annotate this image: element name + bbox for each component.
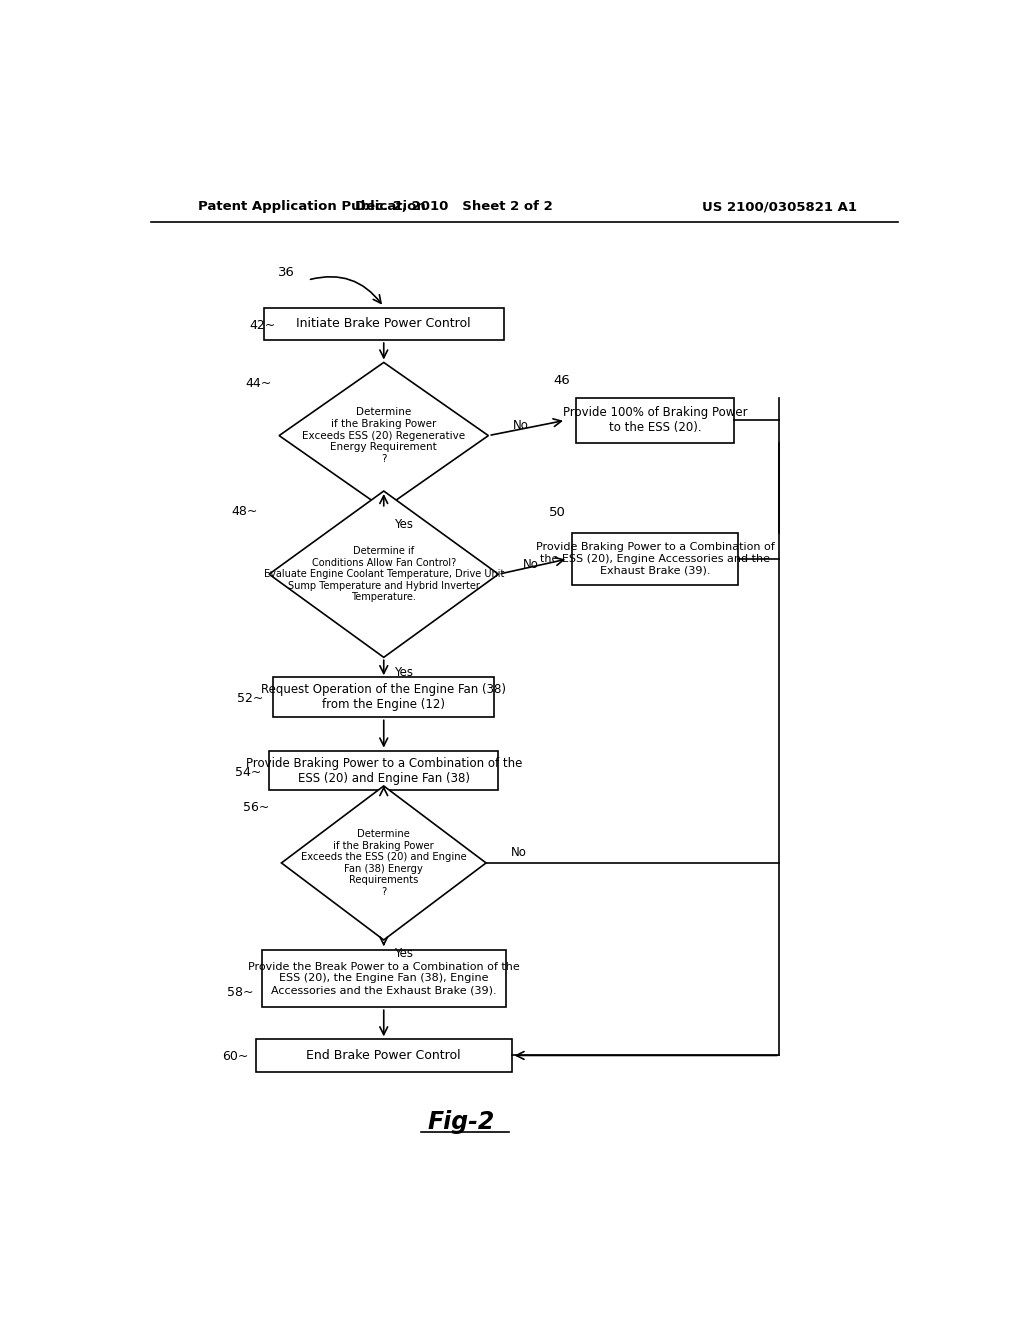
Polygon shape — [282, 785, 486, 940]
Polygon shape — [280, 363, 488, 508]
Text: 56~: 56~ — [244, 801, 270, 814]
Bar — [273, 677, 495, 718]
Text: 54~: 54~ — [234, 766, 261, 779]
Text: 46: 46 — [553, 374, 570, 387]
Text: Yes: Yes — [393, 517, 413, 531]
Text: Yes: Yes — [393, 948, 413, 961]
Text: No: No — [513, 418, 528, 432]
Text: 58~: 58~ — [227, 986, 254, 999]
Text: 42~: 42~ — [249, 319, 275, 333]
Text: Provide Braking Power to a Combination of the
ESS (20) and Engine Fan (38): Provide Braking Power to a Combination o… — [246, 756, 522, 784]
Text: Initiate Brake Power Control: Initiate Brake Power Control — [296, 317, 471, 330]
Bar — [269, 751, 498, 789]
Bar — [256, 1039, 512, 1072]
Text: Provide Braking Power to a Combination of
the ESS (20), Engine Accessories and t: Provide Braking Power to a Combination o… — [536, 543, 774, 576]
Text: Patent Application Publication: Patent Application Publication — [198, 201, 426, 214]
Text: Yes: Yes — [393, 667, 413, 680]
Text: Determine
if the Braking Power
Exceeds the ESS (20) and Engine
Fan (38) Energy
R: Determine if the Braking Power Exceeds t… — [301, 829, 467, 898]
Text: Provide the Break Power to a Combination of the
ESS (20), the Engine Fan (38), E: Provide the Break Power to a Combination… — [248, 962, 519, 995]
Bar — [263, 308, 504, 341]
Text: Determine if
Conditions Allow Fan Control?
Evaluate Engine Coolant Temperature, : Determine if Conditions Allow Fan Contro… — [263, 546, 504, 602]
Polygon shape — [269, 491, 499, 657]
Text: No: No — [523, 557, 539, 570]
Bar — [262, 949, 506, 1007]
Text: Determine
if the Braking Power
Exceeds ESS (20) Regenerative
Energy Requirement
: Determine if the Braking Power Exceeds E… — [302, 408, 465, 463]
Text: 60~: 60~ — [222, 1051, 248, 1064]
Text: 36: 36 — [279, 265, 295, 279]
Text: No: No — [511, 846, 526, 859]
Text: Provide 100% of Braking Power
to the ESS (20).: Provide 100% of Braking Power to the ESS… — [562, 407, 748, 434]
Text: 48~: 48~ — [231, 504, 258, 517]
Bar — [571, 533, 738, 585]
Text: End Brake Power Control: End Brake Power Control — [306, 1049, 461, 1063]
Text: 50: 50 — [549, 506, 566, 519]
Text: 52~: 52~ — [238, 693, 263, 705]
Bar — [575, 397, 734, 442]
Text: Request Operation of the Engine Fan (38)
from the Engine (12): Request Operation of the Engine Fan (38)… — [261, 684, 506, 711]
Text: US 2100/0305821 A1: US 2100/0305821 A1 — [701, 201, 856, 214]
Text: Dec. 2, 2010   Sheet 2 of 2: Dec. 2, 2010 Sheet 2 of 2 — [354, 201, 552, 214]
Text: Fig-2: Fig-2 — [428, 1110, 495, 1134]
Text: 44~: 44~ — [245, 376, 271, 389]
